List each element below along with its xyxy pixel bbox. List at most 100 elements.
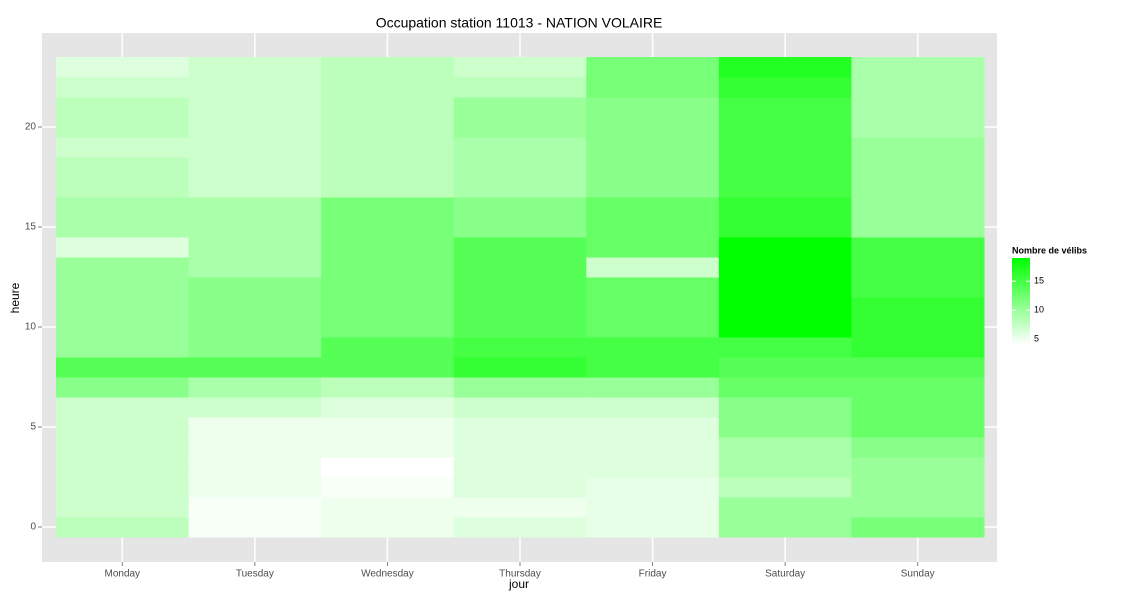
heat-cell [56,277,190,298]
x-tick-label: Sunday [901,569,935,580]
heat-cell [851,137,985,158]
heat-cell [56,117,190,138]
heat-cell [56,377,190,398]
heat-cell [718,137,852,158]
chart-title: Occupation station 11013 - NATION VOLAIR… [376,15,663,31]
heat-cell [321,277,455,298]
heat-cell [586,77,720,98]
heat-cell [56,517,190,538]
heat-cell [851,297,985,318]
heat-cell [586,257,720,278]
heat-cell [188,57,322,78]
heat-cell [453,137,587,158]
heat-cell [718,457,852,478]
heat-cell [851,497,985,518]
heat-cell [718,197,852,218]
heat-cell [586,457,720,478]
heat-cell [718,297,852,318]
heat-cell [188,217,322,238]
heat-cell [453,177,587,198]
heat-cell [56,437,190,458]
heat-cell [321,377,455,398]
heat-cell [851,97,985,118]
heat-cell [718,517,852,538]
heat-cell [321,197,455,218]
heat-cell [188,97,322,118]
x-tick-label: Saturday [765,569,805,580]
heat-cell [56,97,190,118]
legend-tick-label: 10 [1034,305,1044,315]
heat-cell [586,337,720,358]
heat-cell [586,517,720,538]
heat-cell [586,197,720,218]
heat-cell [188,297,322,318]
heat-cell [851,237,985,258]
heat-cell [453,237,587,258]
heat-cell [188,157,322,178]
heat-cell [453,157,587,178]
heat-cell [586,217,720,238]
x-tick-label: Wednesday [361,569,414,580]
heat-cell [851,217,985,238]
heat-cell [321,77,455,98]
heat-cell [188,177,322,198]
heat-cell [851,117,985,138]
heat-cell [56,477,190,498]
heat-cell [851,257,985,278]
heat-cell [718,337,852,358]
heat-cell [586,497,720,518]
heat-cell [453,437,587,458]
heat-cell [321,157,455,178]
x-tick-label: Monday [104,569,140,580]
heat-cell [321,437,455,458]
heat-cell [321,497,455,518]
heat-cell [188,417,322,438]
heat-cell [453,377,587,398]
heat-cell [188,237,322,258]
y-tick-label: 0 [30,522,36,533]
heat-cell [321,257,455,278]
heat-cell [718,257,852,278]
heat-cell [851,377,985,398]
heat-cell [453,117,587,138]
heat-cell [321,217,455,238]
heat-cell [718,417,852,438]
heat-cell [586,97,720,118]
heat-cell [851,517,985,538]
heat-cell [851,457,985,478]
heat-cell [851,157,985,178]
heat-cell [453,417,587,438]
legend-tick-label: 5 [1034,334,1039,344]
heat-cell [586,417,720,438]
heat-cell [321,517,455,538]
y-axis-label: heure [8,282,22,313]
heat-cell [321,357,455,378]
heat-cell [321,397,455,418]
heat-cell [56,177,190,198]
heat-cell [851,337,985,358]
heat-cell [188,517,322,538]
heat-cell [188,117,322,138]
heat-cell [851,77,985,98]
heat-cell [586,157,720,178]
heat-cell [56,197,190,218]
heat-cell [188,257,322,278]
heat-cell [56,77,190,98]
heat-cell [851,317,985,338]
heat-cell [586,57,720,78]
heat-cell [321,57,455,78]
heat-cell [188,197,322,218]
heat-cell [188,317,322,338]
heat-cell [586,277,720,298]
heat-cell [586,357,720,378]
y-tick-label: 10 [25,322,37,333]
heat-cell [586,377,720,398]
heat-cell [586,137,720,158]
heat-cell [718,377,852,398]
heat-cell [56,357,190,378]
heat-cell [453,397,587,418]
heat-cell [188,477,322,498]
heat-cell [851,477,985,498]
heat-cell [718,397,852,418]
legend-tick-label: 15 [1034,276,1044,286]
